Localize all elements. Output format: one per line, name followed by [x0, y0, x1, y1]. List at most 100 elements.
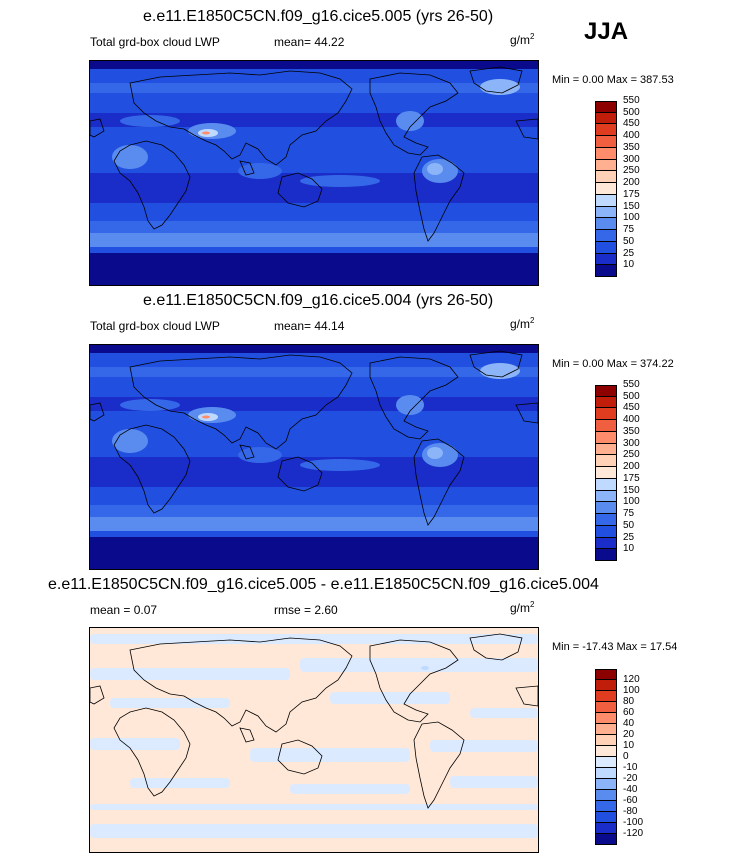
colorbar-label: -10: [623, 762, 638, 773]
colorbar-label: 10: [623, 740, 635, 751]
colorbar-label: 20: [623, 729, 635, 740]
panel3-rmse-label: rmse =: [274, 603, 312, 617]
panel1-units-base: g/m: [510, 33, 531, 47]
colorbar-swatch: [595, 823, 617, 834]
season-label: JJA: [584, 18, 629, 45]
colorbar-label: -80: [623, 806, 638, 817]
colorbar-label: 300: [623, 437, 640, 449]
panel2-mean-value: 44.14: [314, 319, 345, 333]
colorbar-swatch: [595, 171, 617, 184]
colorbar-label: 25: [623, 247, 635, 259]
colorbar-swatch: [595, 680, 617, 691]
colorbar-swatch: [595, 230, 617, 242]
panel3-minmax: Min = -17.43 Max = 17.54: [552, 641, 678, 653]
colorbar-label: 25: [623, 531, 635, 543]
colorbar-swatch: [595, 147, 617, 160]
colorbar-label: 200: [623, 461, 640, 473]
colorbar-label: -40: [623, 784, 638, 795]
panel2-map: [89, 344, 539, 570]
colorbar-label: 450: [623, 402, 640, 414]
colorbar-label: 150: [623, 200, 640, 212]
colorbar-swatch: [595, 431, 617, 444]
panel3-map: [89, 627, 539, 853]
colorbar-swatch: [595, 112, 617, 125]
colorbar-label: 100: [623, 685, 640, 696]
colorbar-swatch: [595, 490, 617, 503]
panel1-variable-label: Total grd-box cloud LWP: [90, 35, 220, 49]
colorbar-label: 175: [623, 472, 640, 484]
colorbar-swatch: [595, 834, 617, 845]
colorbar-swatch: [595, 265, 617, 277]
colorbar-swatch: [595, 702, 617, 713]
panel2-colorbar: 10 25 50 75 100 150 175 200 250 300 350 400 450 500 55…: [595, 379, 640, 561]
panel1-minmax: Min = 0.00 Max = 387.53: [552, 74, 674, 86]
colorbar-swatch: [595, 691, 617, 702]
colorbar-swatch: [595, 408, 617, 421]
colorbar-swatch: [595, 801, 617, 812]
panel1-mean-value: 44.22: [314, 35, 345, 49]
colorbar-swatch: [595, 746, 617, 757]
colorbar-label: 400: [623, 414, 640, 426]
colorbar-swatch: [595, 525, 617, 538]
colorbar-swatch: [595, 218, 617, 231]
colorbar-swatch: [595, 812, 617, 823]
colorbar-swatch: [595, 136, 617, 148]
colorbar-label: -60: [623, 795, 638, 806]
colorbar-swatch: [595, 183, 617, 195]
colorbar-swatch: [595, 790, 617, 801]
colorbar-swatch: [595, 735, 617, 746]
colorbar-swatch: [595, 124, 617, 137]
colorbar-label: 200: [623, 177, 640, 189]
colorbar-label: 50: [623, 235, 635, 247]
panel1-title: e.e11.E1850C5CN.f09_g16.cice5.005 (yrs 2…: [143, 8, 494, 25]
panel1-map: [89, 60, 539, 286]
colorbar-label: 75: [623, 224, 635, 236]
colorbar-label: 150: [623, 484, 640, 496]
colorbar-swatch: [595, 206, 617, 219]
colorbar-label: 350: [623, 425, 640, 437]
panel3-mean: mean = 0.07: [90, 603, 158, 617]
panel3-units-exp: 2: [530, 600, 535, 609]
colorbar-swatch: [595, 713, 617, 724]
panel2-title: e.e11.E1850C5CN.f09_g16.cice5.004 (yrs 2…: [143, 292, 494, 309]
colorbar-label: 175: [623, 188, 640, 200]
colorbar-label: 250: [623, 449, 640, 461]
panel3-title: e.e11.E1850C5CN.f09_g16.cice5.005 - e.e1…: [48, 576, 599, 593]
colorbar-label: 500: [623, 106, 640, 118]
panel2-units-base: g/m: [510, 317, 531, 331]
colorbar-swatch: [595, 455, 617, 468]
colorbar-swatch: [595, 724, 617, 735]
colorbar-label: 120: [623, 674, 640, 685]
colorbar-swatch: [595, 779, 617, 790]
colorbar-swatch: [595, 757, 617, 768]
colorbar-label: 80: [623, 696, 635, 707]
panel2-units-exp: 2: [530, 316, 535, 325]
colorbar-label: -120: [623, 828, 644, 839]
panel2-minmax: Min = 0.00 Max = 374.22: [552, 358, 674, 370]
panel3-colorbar: -120 -100 -80 -60 -40 -20 -10 0 10 20 40 60 80 100 120: [595, 669, 643, 845]
colorbar-label: 250: [623, 165, 640, 177]
colorbar-label: 10: [623, 259, 635, 271]
colorbar-label: -100: [623, 817, 644, 828]
panel3-units: g/m2: [510, 600, 534, 615]
colorbar-label: 500: [623, 390, 640, 402]
colorbar-swatch: [595, 514, 617, 526]
colorbar-label: 400: [623, 130, 640, 142]
colorbar-swatch: [595, 502, 617, 515]
colorbar-label: 100: [623, 496, 640, 508]
panel1-mean-label: mean=: [274, 35, 312, 49]
panel2-units: g/m2: [510, 316, 534, 331]
colorbar-swatch: [595, 669, 617, 680]
panel3-units-base: g/m: [510, 601, 531, 615]
colorbar-label: -20: [623, 773, 638, 784]
colorbar-label: 450: [623, 118, 640, 130]
colorbar-swatch: [595, 159, 617, 172]
colorbar-swatch: [595, 768, 617, 779]
colorbar-swatch: [595, 101, 617, 113]
colorbar-label: 40: [623, 718, 635, 729]
panel1-units: g/m2: [510, 32, 534, 47]
colorbar-swatch: [595, 537, 617, 550]
panel2-variable-label: Total grd-box cloud LWP: [90, 319, 220, 333]
colorbar-swatch: [595, 467, 617, 479]
colorbar-swatch: [595, 478, 617, 491]
